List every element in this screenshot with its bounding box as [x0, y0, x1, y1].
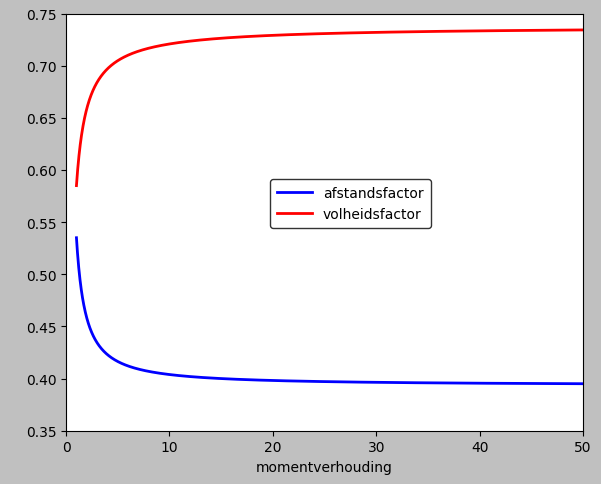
afstandsfactor	[565, 381, 572, 387]
volheidsfactor	[73, 183, 80, 189]
afstandsfactor	[73, 235, 80, 241]
Legend: afstandsfactor, volheidsfactor: afstandsfactor, volheidsfactor	[270, 180, 430, 228]
X-axis label: momentverhouding: momentverhouding	[256, 460, 393, 474]
afstandsfactor	[99, 347, 106, 353]
afstandsfactor	[319, 379, 326, 385]
volheidsfactor	[472, 29, 479, 35]
afstandsfactor	[472, 380, 479, 386]
volheidsfactor	[565, 28, 572, 34]
volheidsfactor	[99, 73, 106, 78]
volheidsfactor	[319, 31, 326, 37]
afstandsfactor	[306, 378, 313, 384]
volheidsfactor	[579, 28, 587, 34]
volheidsfactor	[564, 28, 572, 34]
Line: afstandsfactor: afstandsfactor	[76, 238, 583, 384]
Line: volheidsfactor: volheidsfactor	[76, 31, 583, 186]
afstandsfactor	[564, 381, 572, 387]
volheidsfactor	[306, 32, 313, 38]
afstandsfactor	[579, 381, 587, 387]
